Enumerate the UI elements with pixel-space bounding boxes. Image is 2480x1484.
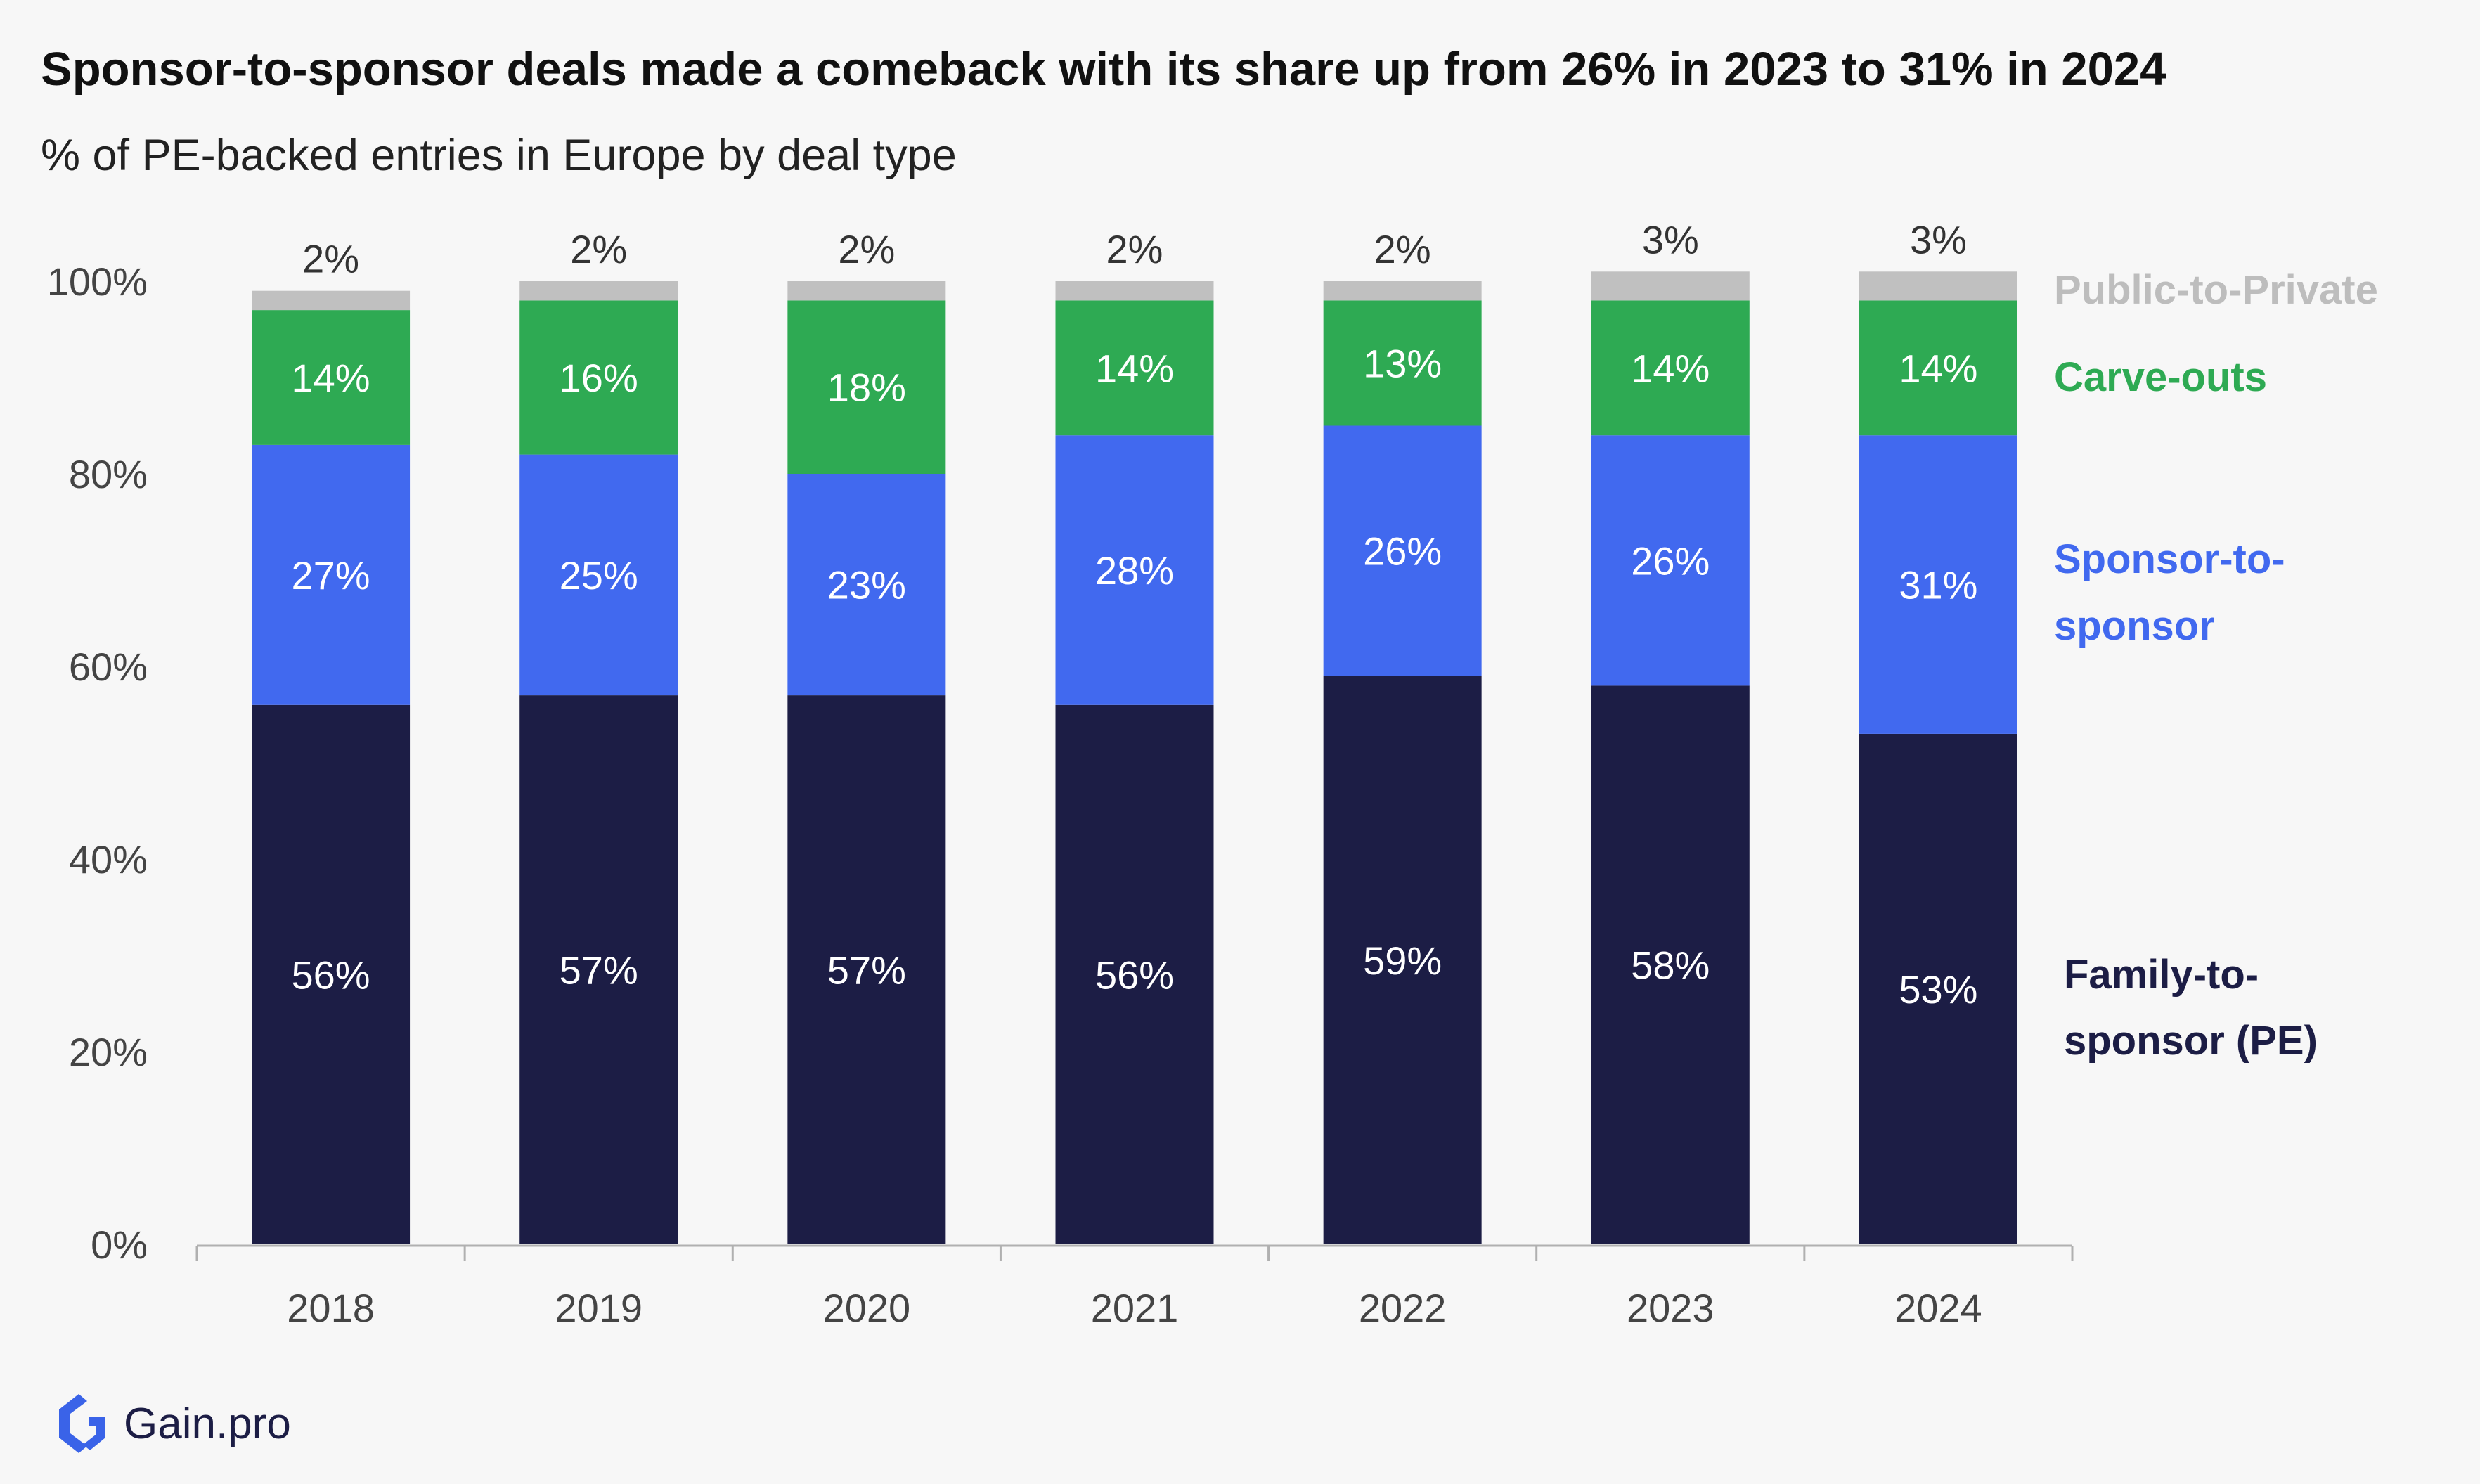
- data-label-carve-outs-2018: 14%: [292, 356, 370, 400]
- bar-family-to-sponsor-pe-2019: [519, 695, 678, 1244]
- bar-family-to-sponsor-pe-2018: [252, 704, 411, 1244]
- data-label-sponsor-to-sponsor-2021: 28%: [1095, 548, 1174, 593]
- data-label-sponsor-to-sponsor-2024: 31%: [1899, 563, 1977, 607]
- y-tick-label-80: 80%: [69, 452, 148, 496]
- data-label-public-to-private-2024: 3%: [1910, 217, 1967, 262]
- legend-sponsor-to-sponsor-line-1: sponsor: [2054, 603, 2215, 649]
- data-label-public-to-private-2021: 2%: [1106, 227, 1163, 271]
- legend: Family-to-sponsor (PE) Sponsor-to-sponsor…: [2054, 267, 2378, 1064]
- bar-public-to-private-2022: [1323, 281, 1482, 301]
- legend-carve-outs-line-0: Carve-outs: [2054, 354, 2267, 400]
- bar-family-to-sponsor-pe-2023: [1591, 685, 1750, 1244]
- data-label-carve-outs-2019: 16%: [560, 356, 638, 400]
- legend-family-to-sponsor-pe-line-1: sponsor (PE): [2064, 1018, 2318, 1064]
- bar-carve-outs-2023: [1591, 300, 1750, 436]
- data-label-public-to-private-2020: 2%: [838, 227, 895, 271]
- bar-sponsor-to-sponsor-2021: [1055, 435, 1214, 705]
- bar-public-to-private-2023: [1591, 271, 1750, 301]
- data-label-carve-outs-2024: 14%: [1899, 346, 1977, 390]
- bar-sponsor-to-sponsor-2022: [1323, 425, 1482, 676]
- bar-carve-outs-2021: [1055, 300, 1214, 436]
- axes-layer: 2018 2019 2020 2021 2022 2023 2024 0% 20% 40% 60% 8…: [47, 259, 2074, 1330]
- x-tick-label-2023: 2023: [1627, 1286, 1714, 1330]
- bar-carve-outs-2020: [787, 300, 946, 474]
- data-label-public-to-private-2019: 2%: [570, 227, 627, 271]
- data-label-sponsor-to-sponsor-2019: 25%: [560, 553, 638, 598]
- data-label-carve-outs-2020: 18%: [827, 366, 906, 410]
- bar-family-to-sponsor-pe-2024: [1859, 733, 2017, 1244]
- bar-sponsor-to-sponsor-2018: [252, 444, 411, 705]
- legend-sponsor-to-sponsor-line-0: Sponsor-to-: [2054, 536, 2285, 582]
- bar-public-to-private-2020: [787, 281, 946, 301]
- bar-sponsor-to-sponsor-2020: [787, 474, 946, 696]
- legend-public-to-private-line-0: Public-to-Private: [2054, 267, 2378, 313]
- data-label-family-to-sponsor-pe-2019: 57%: [560, 948, 638, 993]
- bar-family-to-sponsor-pe-2020: [787, 695, 946, 1244]
- data-label-carve-outs-2022: 13%: [1363, 341, 1442, 385]
- bar-carve-outs-2022: [1323, 300, 1482, 426]
- bar-sponsor-to-sponsor-2024: [1859, 435, 2017, 734]
- bar-family-to-sponsor-pe-2022: [1323, 676, 1482, 1244]
- data-label-family-to-sponsor-pe-2022: 59%: [1363, 938, 1442, 983]
- logo-text: Gain.pro: [124, 1399, 291, 1448]
- gain-pro-logo-icon: [59, 1394, 105, 1453]
- x-tick-label-2021: 2021: [1091, 1286, 1179, 1330]
- bar-carve-outs-2019: [519, 300, 678, 455]
- y-tick-label-40: 40%: [69, 837, 148, 882]
- x-tick-label-2022: 2022: [1359, 1286, 1447, 1330]
- x-tick-label-2020: 2020: [823, 1286, 911, 1330]
- data-label-family-to-sponsor-pe-2020: 57%: [827, 948, 906, 993]
- data-label-sponsor-to-sponsor-2023: 26%: [1631, 538, 1710, 583]
- x-tick-label-2018: 2018: [287, 1286, 375, 1330]
- bar-carve-outs-2018: [252, 310, 411, 445]
- data-label-public-to-private-2018: 2%: [302, 237, 359, 281]
- bar-sponsor-to-sponsor-2023: [1591, 435, 1750, 686]
- data-label-public-to-private-2023: 3%: [1642, 217, 1699, 262]
- chart-subtitle: % of PE-backed entries in Europe by deal…: [41, 131, 957, 180]
- data-label-family-to-sponsor-pe-2021: 56%: [1095, 953, 1174, 997]
- stacked-bar-chart: 56% 27% 14% 2% 57% 25% 16% 2% 57% 23% 18% 2% 56% 28% 1…: [47, 217, 2378, 1330]
- y-tick-label-60: 60%: [69, 645, 148, 689]
- bar-public-to-private-2018: [252, 290, 411, 311]
- bars-layer: 56% 27% 14% 2% 57% 25% 16% 2% 57% 23% 18% 2% 56% 28% 1…: [252, 217, 2017, 1244]
- data-label-family-to-sponsor-pe-2024: 53%: [1899, 967, 1977, 1012]
- bar-carve-outs-2024: [1859, 300, 2017, 436]
- y-tick-label-100: 100%: [47, 259, 148, 304]
- bar-public-to-private-2024: [1859, 271, 2017, 301]
- bar-sponsor-to-sponsor-2019: [519, 454, 678, 696]
- data-label-carve-outs-2023: 14%: [1631, 346, 1710, 390]
- data-label-family-to-sponsor-pe-2018: 56%: [292, 953, 370, 997]
- bar-family-to-sponsor-pe-2021: [1055, 704, 1214, 1244]
- legend-family-to-sponsor-pe-line-0: Family-to-: [2064, 952, 2259, 998]
- data-label-carve-outs-2021: 14%: [1095, 346, 1174, 390]
- brand-logo: Gain.pro: [51, 1388, 291, 1459]
- x-tick-label-2019: 2019: [555, 1286, 642, 1330]
- data-label-family-to-sponsor-pe-2023: 58%: [1631, 943, 1710, 988]
- bar-public-to-private-2019: [519, 281, 678, 301]
- data-label-sponsor-to-sponsor-2020: 23%: [827, 563, 906, 607]
- chart-title: Sponsor-to-sponsor deals made a comeback…: [41, 43, 2166, 96]
- data-label-public-to-private-2022: 2%: [1374, 227, 1431, 271]
- y-tick-label-20: 20%: [69, 1030, 148, 1074]
- bar-public-to-private-2021: [1055, 281, 1214, 301]
- data-label-sponsor-to-sponsor-2018: 27%: [292, 553, 370, 598]
- data-label-sponsor-to-sponsor-2022: 26%: [1363, 529, 1442, 574]
- y-tick-label-0: 0%: [91, 1222, 148, 1267]
- x-tick-label-2024: 2024: [1894, 1286, 1982, 1330]
